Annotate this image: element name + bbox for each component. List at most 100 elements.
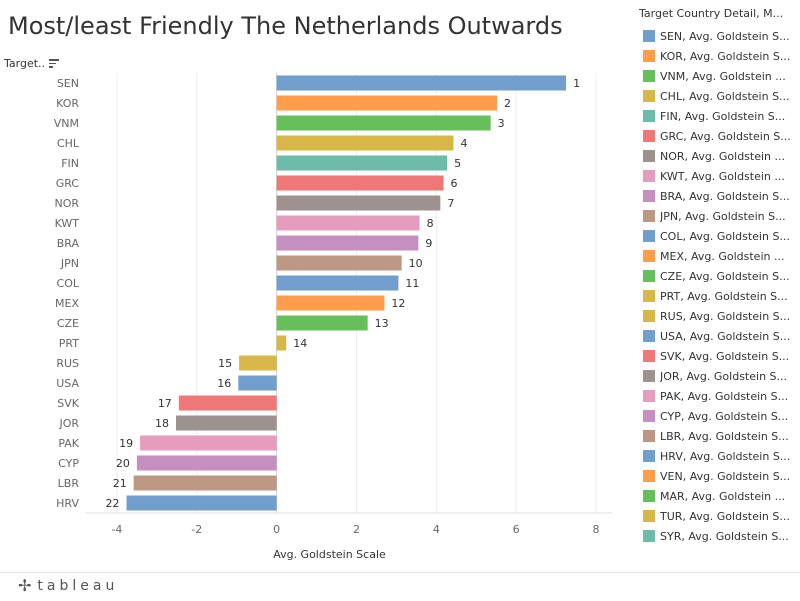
legend-item[interactable]: CZE, Avg. Goldstein S... [643,266,800,286]
data-label: 18 [155,417,169,430]
legend-swatch [643,410,655,422]
tableau-logo[interactable]: ✢ tableau [18,576,119,595]
legend-item[interactable]: CHL, Avg. Goldstein S... [643,86,800,106]
legend-item[interactable]: PRT, Avg. Goldstein S... [643,286,800,306]
data-label: 7 [447,197,454,210]
category-label: MEX [55,297,79,310]
legend-label: JOR, Avg. Goldstein S... [660,369,788,383]
bar-chl[interactable] [276,135,454,151]
category-label: PAK [58,437,79,450]
legend-label: COL, Avg. Goldstein S... [660,229,790,243]
legend-item[interactable]: GRC, Avg. Goldstein S... [643,126,800,146]
legend-swatch [643,130,655,142]
legend-item[interactable]: KWT, Avg. Goldstein ... [643,166,800,186]
legend-label: SYR, Avg. Goldstein S... [660,529,789,543]
legend-item[interactable]: PAK, Avg. Goldstein S... [643,386,800,406]
category-label: CZE [57,317,79,330]
legend-swatch [643,210,655,222]
tableau-brand-text: tableau [37,578,119,594]
legend-title: Target Country Detail, M... [639,7,784,20]
legend-item[interactable]: MEX, Avg. Goldstein ... [643,246,800,266]
bar-prt[interactable] [276,335,287,351]
legend-label: KWT, Avg. Goldstein ... [660,169,785,183]
legend-item[interactable]: CYP, Avg. Goldstein S... [643,406,800,426]
category-label: NOR [54,197,79,210]
bar-hrv[interactable] [126,495,277,511]
data-label: 16 [217,377,231,390]
bar-mex[interactable] [276,295,385,311]
bar-nor[interactable] [276,195,441,211]
category-label: CHL [57,137,80,150]
bar-grc[interactable] [276,175,444,191]
data-label: 13 [375,317,389,330]
bar-usa[interactable] [238,375,277,391]
legend-swatch [643,150,655,162]
category-label: HRV [56,497,79,510]
bar-sen[interactable] [276,75,567,91]
data-label: 20 [116,457,130,470]
bar-pak[interactable] [140,435,277,451]
data-label: 5 [454,157,461,170]
category-label: FIN [61,157,79,170]
legend-swatch [643,90,655,102]
bar-kor[interactable] [276,95,498,111]
legend-label: GRC, Avg. Goldstein S... [660,129,791,143]
legend-label: LBR, Avg. Goldstein S... [660,429,789,443]
tableau-cross-icon: ✢ [18,576,32,595]
legend-item[interactable]: FIN, Avg. Goldstein S... [643,106,800,126]
row-axis-header[interactable]: Target.. [4,57,60,70]
legend-item[interactable]: SYR, Avg. Goldstein S... [643,526,800,546]
legend: Target Country Detail, M... SEN, Avg. Go… [638,6,800,543]
legend-item[interactable]: KOR, Avg. Goldstein S... [643,46,800,66]
legend-label: PAK, Avg. Goldstein S... [660,389,789,403]
sort-icon[interactable] [49,59,60,68]
legend-swatch [643,170,655,182]
data-label: 19 [119,437,133,450]
legend-item[interactable]: TUR, Avg. Goldstein S... [643,506,800,526]
category-label: SVK [57,397,80,410]
legend-item[interactable]: VEN, Avg. Goldstein S... [643,466,800,486]
bar-svk[interactable] [178,395,277,411]
category-label: PRT [59,337,79,350]
bar-col[interactable] [276,275,399,291]
bar-jpn[interactable] [276,255,402,271]
bar-bra[interactable] [276,235,419,251]
category-label: BRA [57,237,80,250]
legend-item[interactable]: RUS, Avg. Goldstein S... [643,306,800,326]
category-label: CYP [58,457,79,470]
legend-item[interactable]: USA, Avg. Goldstein S... [643,326,800,346]
bar-rus[interactable] [239,355,277,371]
data-label: 15 [218,357,232,370]
legend-swatch [643,30,655,42]
legend-item[interactable]: SVK, Avg. Goldstein S... [643,346,800,366]
bar-fin[interactable] [276,155,448,171]
legend-item[interactable]: NOR, Avg. Goldstein ... [643,146,800,166]
legend-item[interactable]: JPN, Avg. Goldstein S... [643,206,800,226]
bar-lbr[interactable] [133,475,277,491]
legend-label: FIN, Avg. Goldstein S... [660,109,786,123]
legend-item[interactable]: VNM, Avg. Goldstein ... [643,66,800,86]
legend-item[interactable]: BRA, Avg. Goldstein S... [643,186,800,206]
bar-jor[interactable] [176,415,277,431]
x-tick-label: 0 [273,523,280,536]
data-label: 22 [106,497,120,510]
legend-swatch [643,310,655,322]
legend-label: VEN, Avg. Goldstein S... [660,469,791,483]
legend-item[interactable]: COL, Avg. Goldstein S... [643,226,800,246]
legend-item[interactable]: LBR, Avg. Goldstein S... [643,426,800,446]
bar-vnm[interactable] [276,115,491,131]
legend-label: RUS, Avg. Goldstein S... [660,309,791,323]
legend-label: MAR, Avg. Goldstein ... [660,489,786,503]
data-label: 17 [158,397,172,410]
legend-label: CYP, Avg. Goldstein S... [660,409,789,423]
legend-item[interactable]: SEN, Avg. Goldstein S... [643,26,800,46]
bar-cyp[interactable] [136,455,277,471]
legend-label: MEX, Avg. Goldstein ... [660,249,785,263]
bar-kwt[interactable] [276,215,420,231]
category-label: JOR [58,417,79,430]
legend-item[interactable]: MAR, Avg. Goldstein ... [643,486,800,506]
legend-item[interactable]: JOR, Avg. Goldstein S... [643,366,800,386]
bar-cze[interactable] [276,315,368,331]
legend-item[interactable]: HRV, Avg. Goldstein S... [643,446,800,466]
legend-swatch [643,350,655,362]
